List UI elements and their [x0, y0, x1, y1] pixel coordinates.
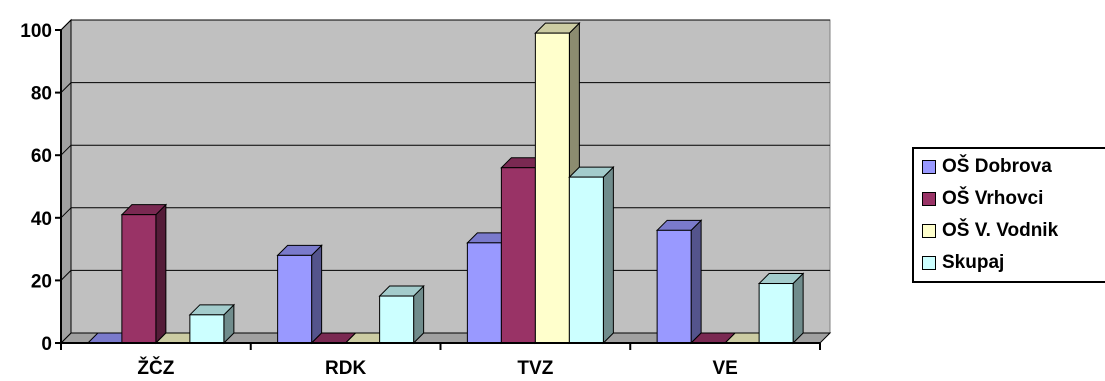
- gridlines: [60, 19, 830, 281]
- x-tick-label: TVZ: [517, 358, 553, 379]
- legend-item: OŠ Dobrova: [922, 154, 1052, 180]
- legend: OŠ Dobrova OŠ Vrhovci OŠ V. Vodnik Skupaj: [912, 147, 1105, 283]
- bar: [188, 303, 236, 345]
- bar: [534, 21, 581, 345]
- bar: [276, 244, 323, 345]
- x-tick-label: ŽČZ: [137, 357, 174, 379]
- gridline-side: [60, 19, 72, 31]
- gridline-side: [60, 82, 72, 93]
- legend-swatch: [922, 224, 936, 238]
- x-tick-label: VE: [712, 358, 737, 379]
- bars: [86, 21, 805, 345]
- y-ticks: 0 20 40 60 80 100: [20, 21, 61, 355]
- legend-swatch: [922, 192, 936, 206]
- bar: [378, 284, 425, 345]
- x-tick-label: RDK: [325, 358, 366, 379]
- y-tick-label: 60: [31, 146, 52, 167]
- gridline-side: [60, 144, 72, 156]
- bar: [568, 165, 615, 345]
- legend-item: OŠ Vrhovci: [922, 186, 1043, 212]
- bar: [120, 203, 168, 345]
- legend-item: Skupaj: [922, 250, 1004, 276]
- legend-label: OŠ V. Vodnik: [942, 220, 1059, 241]
- legend-swatch: [922, 256, 936, 270]
- x-ticks: ŽČZ RDK TVZ VE: [60, 343, 821, 379]
- legend-label: Skupaj: [942, 252, 1005, 273]
- y-tick-label: 0: [41, 334, 52, 355]
- legend-label: OŠ Vrhovci: [942, 188, 1044, 209]
- y-tick-label: 80: [31, 84, 52, 105]
- y-tick-label: 20: [31, 271, 52, 292]
- bar: [655, 219, 703, 345]
- gridline-side: [60, 270, 72, 281]
- y-tick-label: 100: [20, 21, 52, 42]
- legend-label: OŠ Dobrova: [942, 156, 1052, 177]
- legend-swatch: [922, 160, 936, 174]
- plot-area-side-wall: [60, 18, 72, 345]
- legend-item: OŠ V. Vodnik: [922, 218, 1058, 244]
- y-tick-label: 40: [31, 209, 52, 230]
- gridline-side: [60, 207, 72, 219]
- plot-area-back-wall: [70, 19, 831, 334]
- bar: [757, 272, 805, 345]
